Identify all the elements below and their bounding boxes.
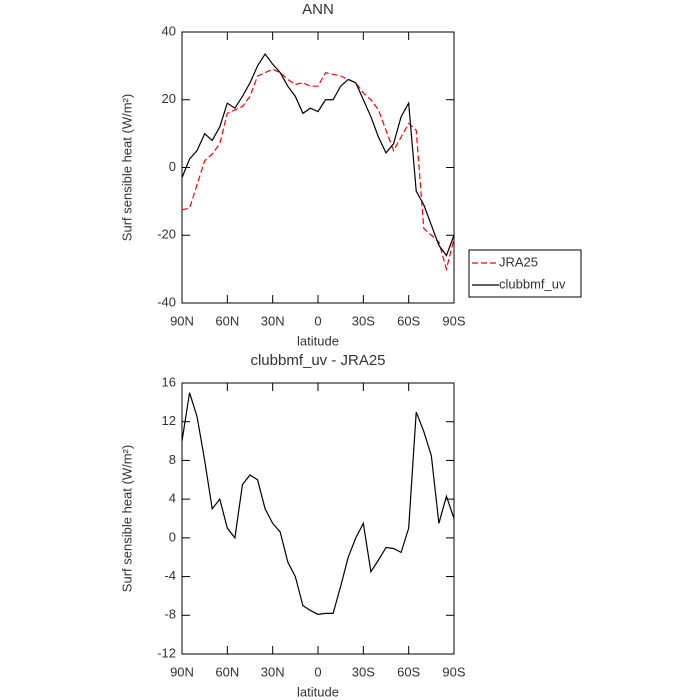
x-tick-label: 60S (397, 313, 420, 328)
plot-frame (181, 382, 455, 655)
legend-label: JRA25 (499, 254, 538, 269)
chart-title: clubbmf_uv - JRA25 (250, 352, 385, 369)
data-line (181, 392, 455, 615)
x-tick-label: 90N (170, 664, 194, 679)
data-line (181, 52, 455, 257)
y-tick-label: 8 (169, 452, 176, 467)
y-tick-label: -20 (157, 227, 176, 242)
x-tick-label: 60N (215, 313, 239, 328)
legend-label: clubbmf_uv (499, 276, 566, 291)
y-tick-label: -4 (164, 568, 176, 583)
y-tick-label: 4 (169, 491, 176, 506)
y-tick-label: -40 (157, 294, 176, 309)
plot-frame (181, 31, 455, 304)
x-axis-label: latitude (297, 333, 339, 348)
y-tick-label: -12 (157, 645, 176, 660)
y-tick-label: 16 (162, 374, 176, 389)
x-tick-label: 60N (215, 664, 239, 679)
x-tick-label: 30N (261, 313, 285, 328)
y-tick-label: 20 (162, 91, 176, 106)
y-tick-label: 0 (169, 529, 176, 544)
data-line (181, 68, 455, 272)
chart-title: ANN (302, 1, 334, 18)
y-tick-label: 0 (169, 159, 176, 174)
x-tick-label: 60S (397, 664, 420, 679)
x-tick-label: 90S (442, 664, 465, 679)
y-tick-label: 40 (162, 23, 176, 38)
y-tick-label: 12 (162, 413, 176, 428)
x-tick-label: 30S (352, 664, 375, 679)
x-tick-label: 90S (442, 313, 465, 328)
x-axis-label: latitude (297, 684, 339, 699)
legend-box (468, 249, 582, 298)
x-tick-label: 30S (352, 313, 375, 328)
y-tick-label: -8 (164, 607, 176, 622)
x-tick-label: 0 (314, 664, 321, 679)
x-tick-label: 90N (170, 313, 194, 328)
y-axis-label: Surf sensible heat (W/m²) (119, 445, 134, 592)
x-tick-label: 0 (314, 313, 321, 328)
y-axis-label: Surf sensible heat (W/m²) (119, 94, 134, 241)
x-tick-label: 30N (261, 664, 285, 679)
